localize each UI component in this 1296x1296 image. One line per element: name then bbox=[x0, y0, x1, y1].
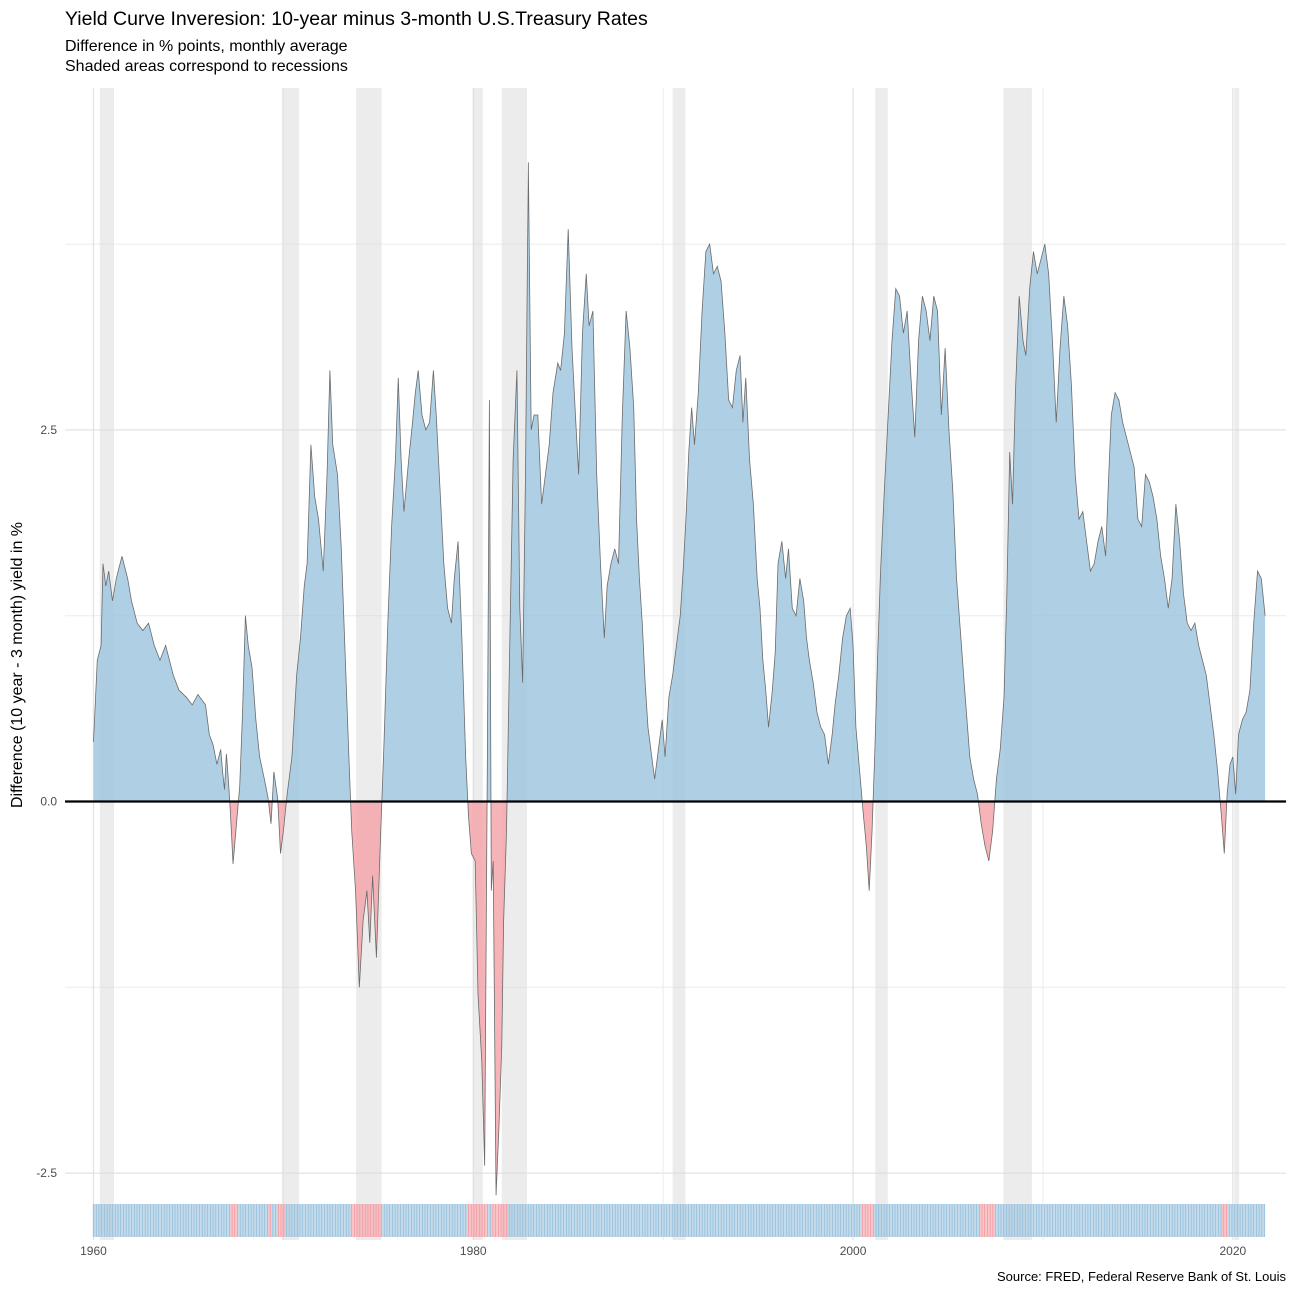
negative-spread-area bbox=[862, 801, 874, 891]
positive-spread-area bbox=[873, 288, 979, 802]
positive-spread-area bbox=[507, 162, 863, 802]
y-tick-label: 0.0 bbox=[40, 794, 57, 808]
negative-spread-area bbox=[1220, 801, 1227, 854]
x-tick-label: 1980 bbox=[460, 1244, 487, 1258]
spread-areas bbox=[93, 162, 1266, 1196]
negative-spread-area bbox=[490, 801, 508, 1196]
spread-line bbox=[93, 162, 1266, 1196]
positive-spread-area bbox=[238, 615, 269, 802]
tick-labels: -2.5 0.0 2.5 1960 1980 2000 2020 bbox=[36, 423, 1246, 1258]
chart-subtitle-line-2: Shaded areas correspond to recessions bbox=[65, 58, 348, 75]
rug-strip bbox=[92, 1204, 1266, 1237]
positive-spread-area bbox=[994, 244, 1221, 802]
recession-band bbox=[1234, 88, 1240, 1240]
chart-title: Yield Curve Inveresion: 10-year minus 3-… bbox=[65, 8, 648, 30]
negative-spread-area bbox=[229, 801, 239, 864]
chart-caption: Source: FRED, Federal Reserve Bank of St… bbox=[996, 1269, 1286, 1284]
recession-band bbox=[473, 88, 483, 1240]
positive-spread-area bbox=[286, 370, 351, 802]
x-tick-label: 2020 bbox=[1219, 1244, 1246, 1258]
chart-subtitle-line-1: Difference in % points, monthly average bbox=[65, 38, 348, 55]
positive-spread-area bbox=[1226, 571, 1266, 802]
positive-spread-area bbox=[93, 556, 230, 802]
y-tick-label: -2.5 bbox=[36, 1166, 57, 1180]
recession-band bbox=[356, 88, 382, 1240]
y-tick-label: 2.5 bbox=[40, 423, 57, 437]
x-tick-label: 2000 bbox=[840, 1244, 867, 1258]
positive-spread-area bbox=[381, 370, 468, 802]
x-tick-label: 1960 bbox=[80, 1244, 107, 1258]
recession-band bbox=[281, 88, 300, 1240]
